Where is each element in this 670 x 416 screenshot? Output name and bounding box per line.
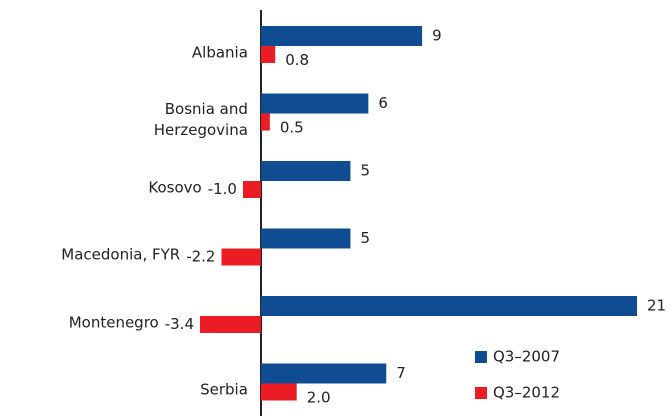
value-label: -2.2 — [186, 248, 215, 266]
bar — [260, 296, 637, 316]
category-label: Macedonia, FYR — [61, 245, 181, 264]
legend-label: Q3–2012 — [493, 384, 560, 402]
bar — [260, 228, 351, 249]
bar — [260, 26, 423, 46]
legend-swatch — [475, 387, 487, 399]
value-label: 7 — [396, 364, 406, 382]
bar — [260, 383, 297, 401]
category-label: Montenegro — [68, 313, 159, 331]
value-label: -1.0 — [208, 180, 237, 198]
category-label: Bosnia and Herzegovina — [153, 100, 248, 139]
bar — [260, 363, 387, 384]
bar — [260, 161, 351, 181]
value-label: 9 — [432, 27, 442, 45]
category-label: Kosovo — [148, 178, 202, 196]
bar — [260, 93, 369, 114]
bar — [260, 46, 276, 63]
bar — [260, 113, 270, 131]
value-label: 0.8 — [285, 51, 309, 69]
category-label: Serbia — [200, 380, 248, 399]
legend-swatch — [475, 351, 487, 363]
value-label: 5 — [360, 162, 370, 180]
value-label: 0.5 — [280, 119, 304, 137]
value-label: 2.0 — [307, 389, 331, 407]
value-label: 6 — [378, 94, 388, 112]
value-label: -3.4 — [165, 315, 194, 333]
value-label: 21 — [647, 297, 666, 315]
bar — [221, 248, 261, 266]
value-label: 5 — [360, 229, 370, 247]
category-label: Albania — [191, 43, 248, 61]
legend-label: Q3–2007 — [493, 348, 560, 366]
bar — [200, 316, 261, 333]
bar — [242, 181, 261, 198]
